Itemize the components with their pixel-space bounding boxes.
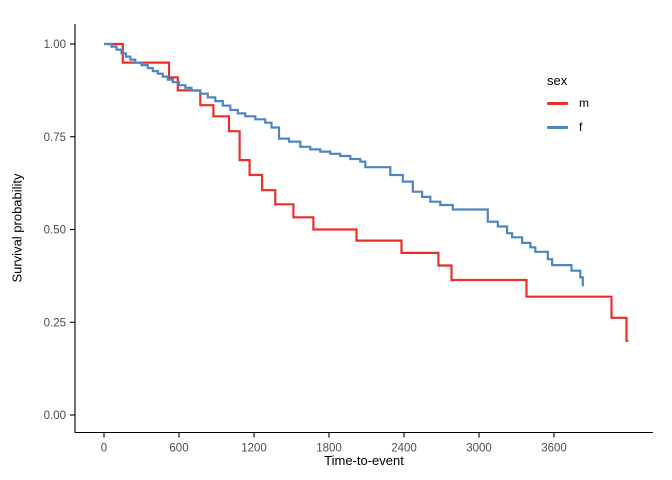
survival-curve-m <box>104 42 629 342</box>
legend-label-f: f <box>579 120 583 134</box>
x-tick-label: 0 <box>101 443 107 455</box>
legend-entry-m: m <box>547 94 589 112</box>
y-tick-label: 0.50 <box>44 225 66 237</box>
x-tick-label: 600 <box>169 443 188 455</box>
legend-line-m-icon <box>547 101 568 105</box>
y-tick-label: 0.75 <box>44 132 66 144</box>
x-tick-label: 3000 <box>466 443 492 455</box>
legend-line-f-icon <box>547 125 568 129</box>
x-tick-label: 2400 <box>391 443 417 455</box>
axes: 0 600 1200 1800 2400 3000 3600 0.00 0.25 0.50 0.75… <box>44 24 653 455</box>
survival-curve-f <box>104 42 584 287</box>
legend-label-m: m <box>579 96 589 110</box>
y-tick-label: 0.25 <box>44 317 66 329</box>
legend: sex m f <box>547 72 589 142</box>
x-axis-title: Time-to-event <box>324 453 404 468</box>
y-tick-label: 1.00 <box>44 39 66 51</box>
x-tick-label: 1800 <box>316 443 342 455</box>
survival-curves <box>104 42 629 342</box>
y-axis-title: Survival probability <box>9 173 25 283</box>
legend-entry-f: f <box>547 118 589 136</box>
x-tick-label: 3600 <box>541 443 567 455</box>
legend-title: sex <box>547 73 568 88</box>
x-tick-label: 1200 <box>241 443 267 455</box>
y-tick-label: 0.00 <box>44 410 66 422</box>
